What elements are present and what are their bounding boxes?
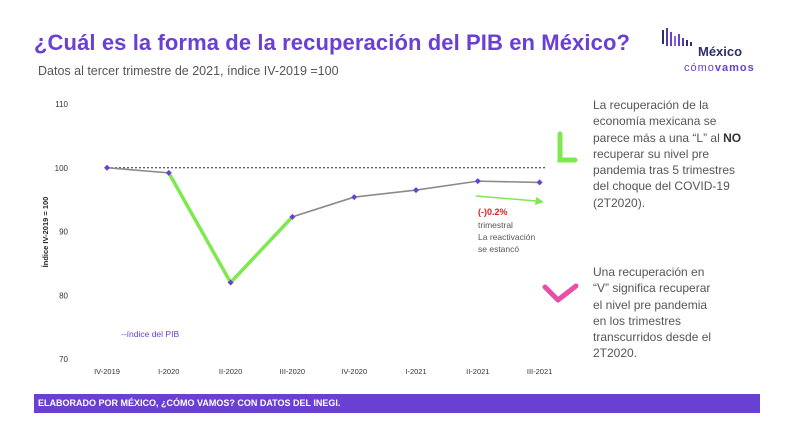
data-point [289,213,296,220]
y-tick-label: 70 [59,355,68,364]
x-tick-label: III-2020 [280,367,305,376]
x-tick-label: II-2020 [219,367,242,376]
page-title: ¿Cuál es la forma de la recuperación del… [34,30,631,55]
data-point [227,279,234,286]
x-tick-label: II-2021 [466,367,489,376]
v-recovery-text: Una recuperación en “V” significa recupe… [593,265,712,361]
annotation-line4: se estancó [478,244,519,254]
footer-source-bar: ELABORADO POR MÉXICO, ¿CÓMO VAMOS? CON D… [34,394,760,413]
x-tick-label: I-2020 [158,367,179,376]
data-point [474,178,481,185]
x-tick-label: I-2021 [405,367,426,376]
data-point [351,194,358,201]
logo-text-top: México [698,44,743,59]
y-axis-label: Índice IV-2019 = 100 [41,197,50,268]
x-tick-label: IV-2020 [341,367,367,376]
x-tick-label: IV-2019 [94,367,120,376]
annotation-arrowhead [535,197,544,205]
v-drop-highlight [167,171,233,285]
data-point [165,169,172,176]
data-point [104,164,110,171]
y-axis-ticks: 70 80 90 100 110 [55,100,69,364]
logo-text-bottom: cómovamos [684,62,755,74]
gdp-series-line [106,166,540,284]
x-tick-label: III-2021 [527,367,552,376]
mexico-como-vamos-logo: México cómovamos [660,28,780,78]
y-tick-label: 90 [59,228,68,237]
x-axis-ticks: IV-2019 I-2020 II-2020 III-2020 IV-2020 I-202… [94,367,552,376]
data-points [104,164,543,286]
legend-label: --índice del PIB [121,329,179,339]
y-tick-label: 110 [55,100,68,109]
v-rise-highlight [228,215,295,285]
annotation-line2: trimestral [478,220,513,230]
l-recovery-text: La recuperación de la economía mexicana … [593,98,742,210]
data-point [413,187,419,194]
logo-bars-icon [662,28,692,46]
y-tick-label: 80 [59,291,68,300]
v-shape-mark [542,283,579,303]
data-point [536,179,543,186]
y-tick-label: 100 [55,164,69,173]
annotation-line3: La reactivación [478,232,535,242]
page-subtitle: Datos al tercer trimestre de 2021, índic… [38,64,339,78]
l-shape-mark [557,131,578,163]
annotation-arrow [475,195,537,202]
annotation-value: (-)0.2% [478,207,508,217]
